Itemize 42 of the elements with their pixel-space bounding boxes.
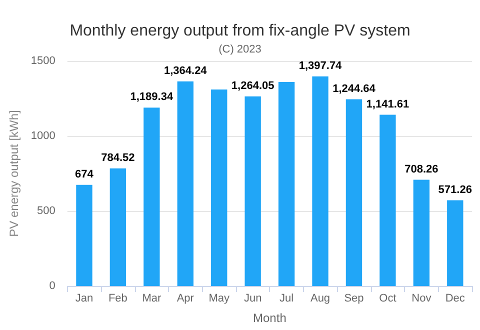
x-tick-label: Oct (379, 292, 396, 304)
data-label: 571.26 (438, 184, 472, 196)
x-tick-label: Mar (142, 292, 162, 304)
x-tick-label: Jul (280, 292, 294, 304)
chart-title: Monthly energy output from fix-angle PV system (70, 22, 410, 40)
data-label: 674 (75, 168, 94, 180)
x-tick-label: Sep (344, 292, 364, 304)
data-label: 1,244.64 (332, 82, 376, 95)
y-tick-label: 0 (49, 280, 56, 292)
bar (144, 108, 160, 286)
bar (447, 200, 464, 286)
x-tick-label: Dec (445, 292, 466, 304)
bar (211, 90, 228, 286)
x-tick-label: Nov (412, 292, 432, 304)
data-label: 1,397.74 (298, 60, 343, 72)
x-tick-label: Feb (108, 292, 128, 304)
bar (380, 114, 396, 286)
x-tick-label: May (208, 292, 230, 304)
x-tick-label: Jan (75, 292, 94, 304)
y-axis-title: PV energy output [kWh] (7, 110, 21, 237)
x-tick-label: Aug (310, 292, 330, 304)
y-tick-label: 1500 (30, 55, 56, 67)
bar (177, 81, 194, 286)
x-tick-label: Jun (244, 292, 262, 304)
data-label: 1,189.34 (130, 91, 174, 104)
y-tick-label: 500 (37, 205, 56, 217)
y-tick-label: 1000 (30, 130, 56, 142)
bar (346, 99, 362, 286)
bar (76, 184, 92, 286)
data-label: 1,141.61 (366, 98, 410, 110)
bar (312, 76, 328, 286)
bar (413, 180, 430, 286)
chart-subtitle: (C) 2023 (218, 44, 262, 56)
data-label: 1,264.05 (231, 80, 274, 92)
x-tick-label: Apr (176, 292, 194, 304)
bar (110, 168, 126, 286)
x-axis-title: Month (253, 311, 286, 325)
data-label: 708.26 (404, 163, 438, 176)
data-label: 1,364.24 (164, 64, 208, 77)
data-label: 784.52 (101, 152, 135, 164)
bar (278, 82, 295, 286)
bar (244, 96, 261, 286)
